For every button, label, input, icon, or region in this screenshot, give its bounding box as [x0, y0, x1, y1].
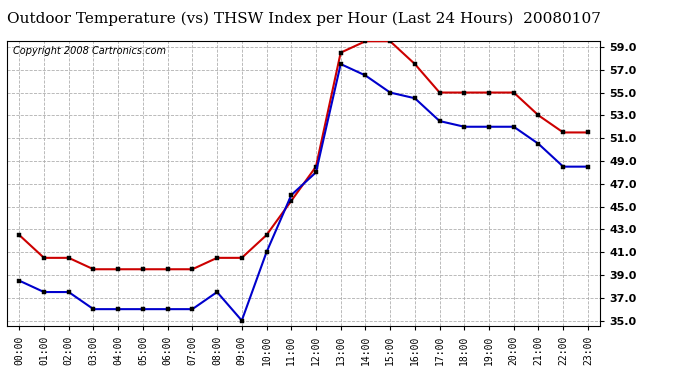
Text: Copyright 2008 Cartronics.com: Copyright 2008 Cartronics.com: [13, 45, 166, 56]
Text: Outdoor Temperature (vs) THSW Index per Hour (Last 24 Hours)  20080107: Outdoor Temperature (vs) THSW Index per …: [7, 11, 600, 26]
